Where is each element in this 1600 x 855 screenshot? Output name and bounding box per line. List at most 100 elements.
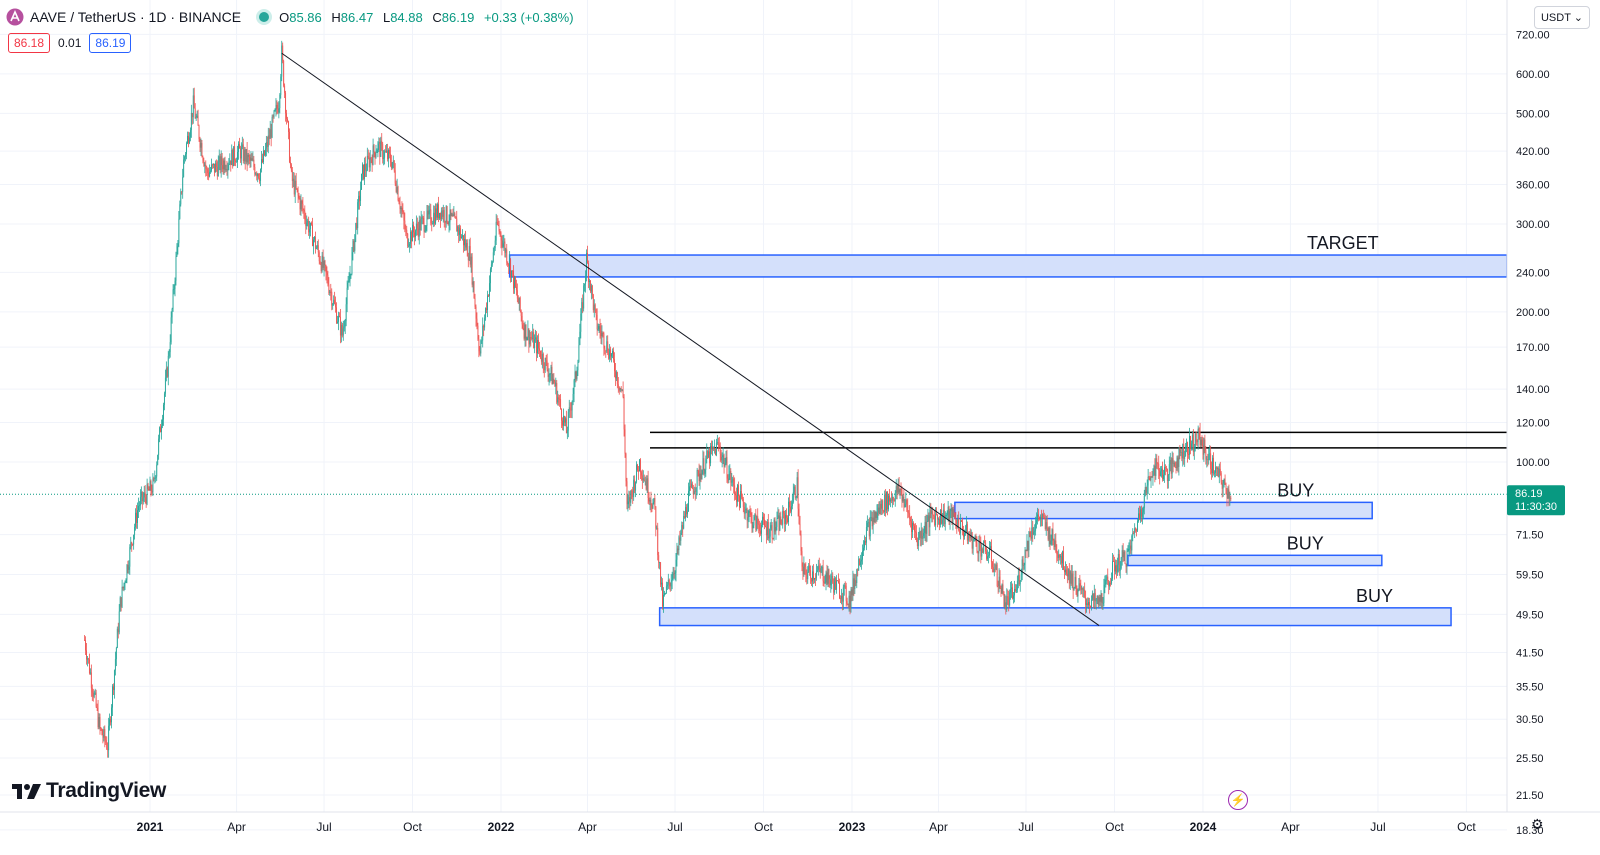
candle-body [296,188,298,190]
candle-body [514,277,516,287]
candle-body [1053,540,1055,548]
candle-body [565,418,567,434]
candle-body [1171,458,1173,474]
candle-body [634,479,636,491]
candle-body [919,531,921,539]
candle-body [588,263,589,282]
candle-body [218,156,220,162]
candle-body [604,348,606,351]
tradingview-logo[interactable]: TradingView [12,779,166,803]
candle-body [542,354,544,367]
candle-body [1065,569,1067,574]
buy-price-button[interactable]: 86.19 [89,33,132,53]
candle-body [718,444,720,446]
candle-body [824,582,826,584]
candle-body [329,291,331,294]
candle-body [909,513,911,519]
candle-body [617,384,619,387]
candle-body [780,516,782,524]
candle-body [192,95,194,118]
candle-body [1138,513,1139,522]
candle-body [356,222,358,229]
candle-body [160,427,162,433]
candle-body [100,728,102,730]
candle-body [148,488,150,491]
candle-body [628,497,630,502]
candle-body [107,748,109,751]
zones [508,254,1508,627]
candle-body [799,523,801,535]
price-tick-label: 420.00 [1516,146,1550,158]
gear-icon[interactable]: ⚙ [1531,816,1544,832]
candle-body [837,580,838,582]
candle-body [156,464,158,477]
candle-body [193,95,195,109]
candle-body [1137,521,1139,531]
candle-body [529,336,531,345]
candle-body [1217,468,1219,478]
candle-body [333,299,335,305]
candle-body [865,526,867,543]
lightning-icon[interactable]: ⚡ [1228,790,1248,810]
candle-body [1215,467,1216,473]
candle-body [457,226,459,232]
candle-body [225,169,227,171]
candle-body [991,562,993,568]
candle-body [1017,575,1019,581]
candle-body [1186,442,1188,447]
candle-body [265,142,267,149]
candle-body [717,442,719,445]
candle-body [323,260,325,268]
candle-body [616,372,618,385]
candle-body [1209,453,1211,455]
candle-body [625,453,627,482]
candle-body [903,496,905,508]
candle-body [140,491,142,497]
close-value: 86.19 [441,9,475,25]
candle-body [1227,489,1229,499]
candle-body [933,515,935,517]
candle-body [810,570,812,579]
zone-buy [954,501,1373,520]
candle-body [117,628,119,633]
candle-body [393,160,395,171]
candle-body [744,510,746,514]
sell-price-button[interactable]: 86.18 [8,33,51,53]
candle-body [238,143,239,152]
candle-body [167,355,169,377]
candle-body [1200,439,1202,446]
price-tick-label: 600.00 [1516,69,1550,81]
candle-body [257,173,259,177]
candle-body [363,164,364,179]
candle-body [833,582,835,593]
candle-body [513,270,514,289]
candle-body [1100,593,1102,602]
candle-body [699,473,701,482]
candle-body [926,521,928,534]
candle-body [1193,447,1195,452]
candle-body [794,486,796,498]
candle-body [937,515,939,520]
candle-body [791,502,793,507]
candle-body [145,497,147,504]
candle-body [209,171,211,177]
candle-body [992,567,994,573]
candle-body [399,203,401,210]
candle-body [1111,578,1113,584]
candle-body [200,143,202,148]
candle-body [168,352,170,356]
candle-body [147,484,149,489]
candle-body [1166,468,1168,481]
candle-body [556,382,558,403]
candle-body [445,206,447,223]
candle-body [602,333,604,334]
candle-body [531,338,533,340]
currency-selector[interactable]: USDT ⌄ [1533,6,1590,29]
candle-body [1139,509,1141,519]
candle-body [394,170,396,184]
candle-body [585,275,587,284]
candle-body [1010,589,1012,593]
symbol-title[interactable]: AAVE / TetherUS · 1D · BINANCE [30,9,242,25]
candle-body [1151,476,1153,478]
